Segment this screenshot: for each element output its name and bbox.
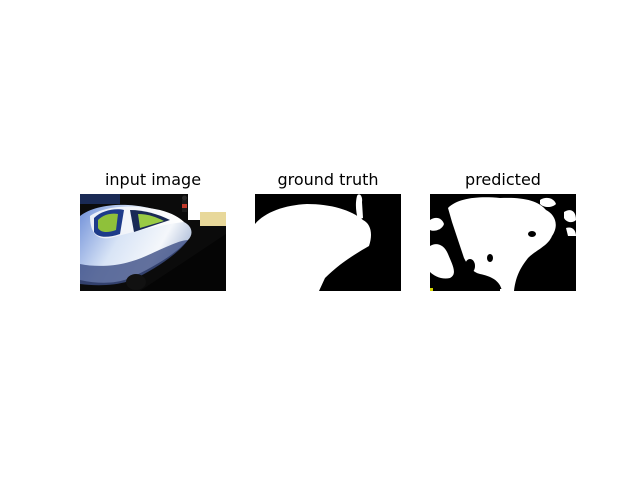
ground-truth-panel	[255, 194, 401, 291]
ground-truth-mask	[255, 194, 401, 291]
input-image	[80, 194, 226, 291]
predicted-mask	[430, 194, 576, 291]
ground-truth-title: ground truth	[277, 170, 379, 189]
input-image-title: input image	[104, 170, 202, 189]
input-image-panel	[80, 194, 226, 291]
predicted-title: predicted	[465, 170, 541, 189]
predicted-panel	[430, 194, 576, 291]
